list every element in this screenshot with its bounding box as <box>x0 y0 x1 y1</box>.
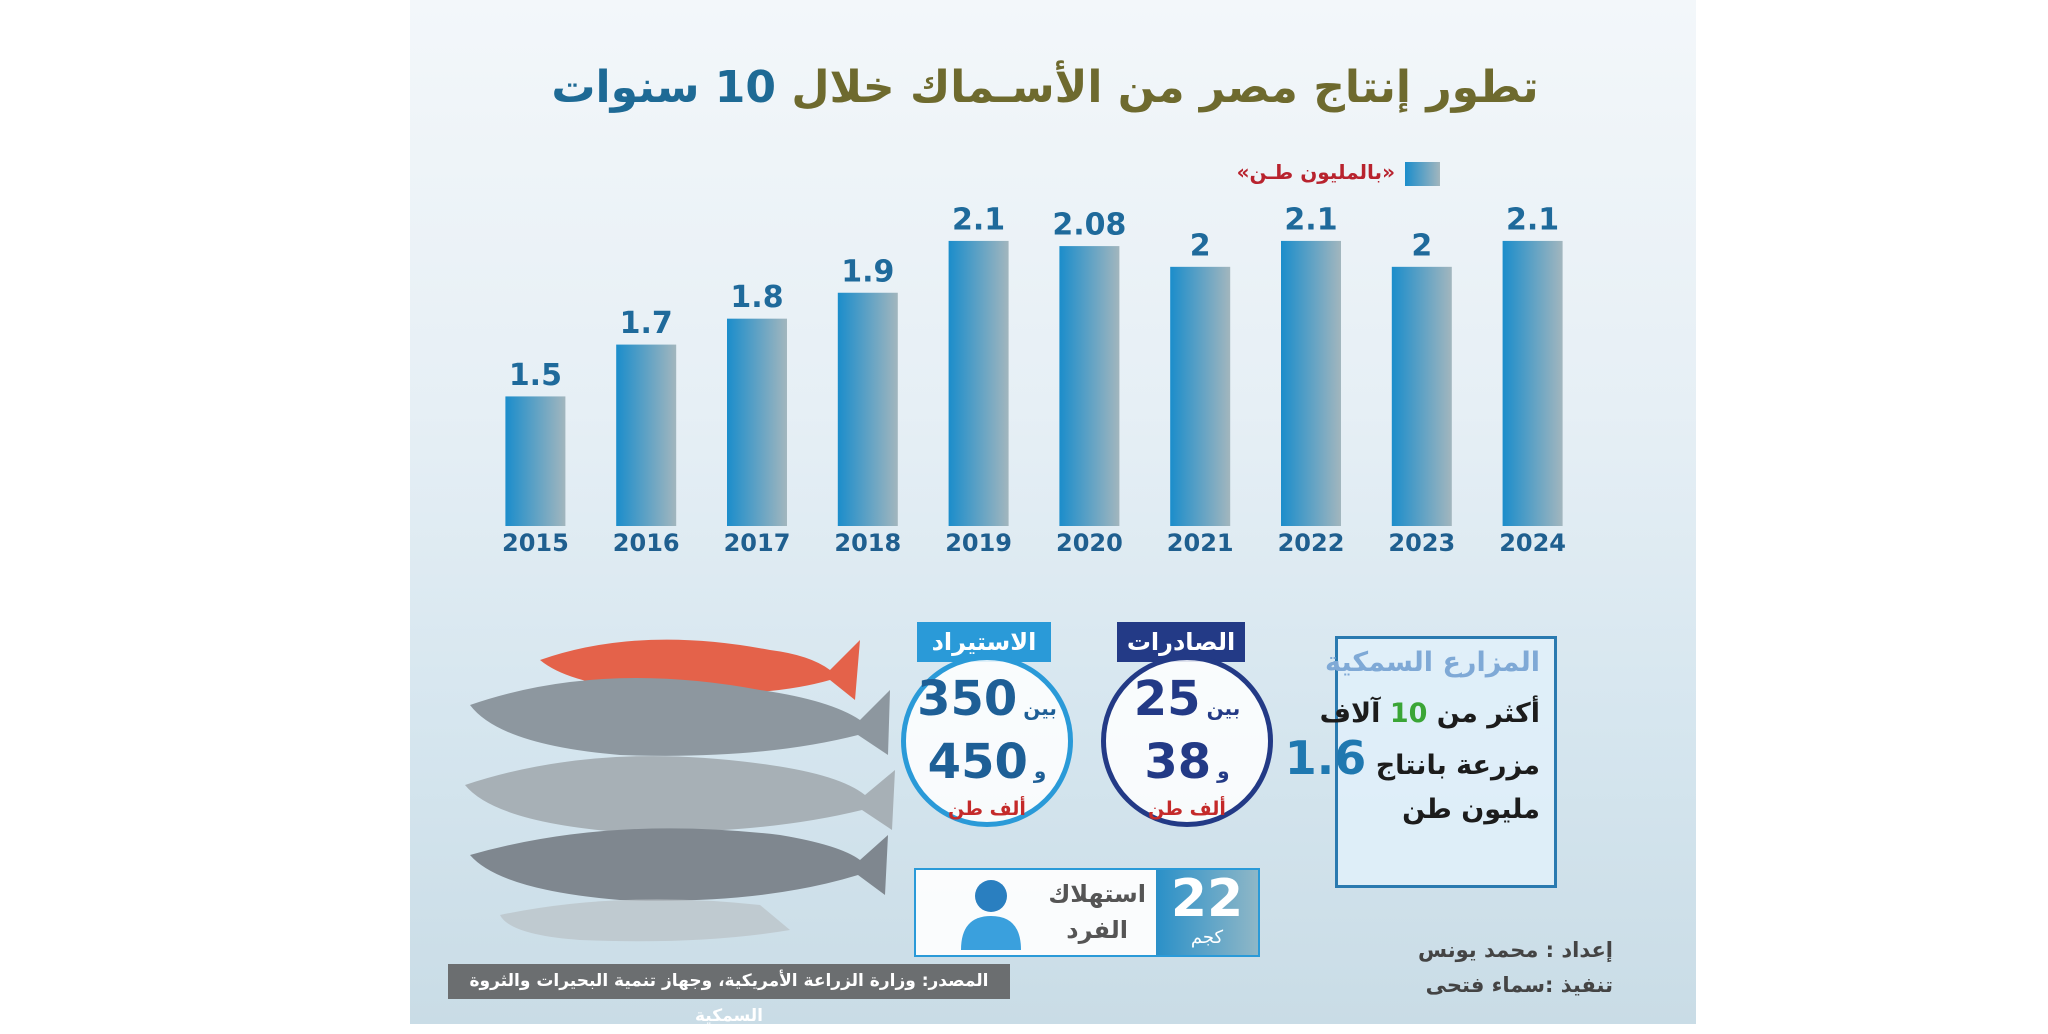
bar <box>1059 246 1120 526</box>
fish-illustration <box>465 639 895 942</box>
farms-line: أكثر من 10 آلاف <box>1320 692 1540 736</box>
person-icon <box>961 880 1021 950</box>
bar <box>837 292 898 526</box>
x-tick-label: 2018 <box>834 529 901 557</box>
imports-circle: بين350 و450 ألف طن <box>901 655 1073 827</box>
value-label: 2 <box>1190 228 1211 263</box>
consumption-label: استهلاك الفرد <box>1048 876 1146 948</box>
credit-prepared: إعداد : محمد يونس <box>1418 938 1613 962</box>
x-tick-label: 2023 <box>1388 529 1455 557</box>
bar <box>505 396 566 526</box>
text: بين <box>1206 696 1241 720</box>
value-label: 1.7 <box>620 306 673 341</box>
bar <box>616 344 677 526</box>
x-tick-label: 2015 <box>502 529 569 557</box>
farms-box: المزارع السمكية أكثر من 10 آلاف مزرعة با… <box>1285 636 1557 888</box>
legend-label: «بالمليون طـن» <box>1236 160 1395 184</box>
text: آلاف <box>1319 698 1381 729</box>
number: 10 <box>1389 698 1428 729</box>
number: 450 <box>927 734 1028 790</box>
text: بين <box>1023 696 1057 720</box>
title-highlight: 10 سنوات <box>551 62 777 113</box>
bar <box>1170 266 1231 526</box>
x-tick-label: 2020 <box>1056 529 1123 557</box>
value-label: 2 <box>1411 228 1432 263</box>
text: أكثر من <box>1436 698 1540 729</box>
number: 350 <box>917 671 1018 727</box>
unit: كجم <box>1190 927 1224 948</box>
farms-line: مليون طن <box>1402 794 1540 825</box>
number: 1.6 <box>1284 731 1367 785</box>
value-label: 1.9 <box>841 254 894 289</box>
number: 38 <box>1144 734 1212 790</box>
bar <box>1502 240 1563 526</box>
text: مزرعة بانتاج <box>1375 750 1540 781</box>
value-label: 1.5 <box>509 358 562 393</box>
unit: ألف طن <box>1148 798 1226 820</box>
text: استهلاك <box>1048 880 1146 908</box>
exports-circle: بين25 و38 ألف طن <box>1101 655 1273 827</box>
x-tick-label: 2017 <box>724 529 791 557</box>
x-tick-label: 2022 <box>1278 529 1345 557</box>
fish <box>470 678 890 756</box>
unit: ألف طن <box>948 798 1026 820</box>
text: و <box>1033 759 1047 783</box>
source: المصدر: وزارة الزراعة الأمريكية، وجهاز ت… <box>448 964 1010 1026</box>
bar <box>727 318 787 526</box>
x-tick-label: 2019 <box>945 529 1012 557</box>
farms-title: المزارع السمكية <box>1325 647 1540 678</box>
consumption-number: 22 كجم <box>1156 870 1258 955</box>
fish <box>465 756 895 833</box>
legend-swatch <box>1405 162 1440 186</box>
chart-title: تطور إنتاج مصر من الأسـماك خلال 10 سنوات <box>410 62 1680 113</box>
value-label: 1.8 <box>730 280 783 315</box>
title-part: تطور إنتاج مصر من الأسـماك خلال <box>791 62 1539 113</box>
bar <box>1391 266 1452 526</box>
value: 22 <box>1170 869 1244 929</box>
text: و <box>1217 759 1230 783</box>
value-label: 2.1 <box>1506 202 1559 237</box>
number: 25 <box>1133 671 1201 727</box>
fish-reflection <box>500 899 790 942</box>
x-tick-label: 2016 <box>613 529 680 557</box>
x-tick-label: 2021 <box>1167 529 1234 557</box>
value-label: 2.08 <box>1052 208 1126 243</box>
farms-line: مزرعة بانتاج 1.6 <box>1285 735 1540 788</box>
x-tick-label: 2024 <box>1499 529 1566 557</box>
text: الفرد <box>1066 916 1129 944</box>
fish <box>470 828 888 901</box>
value-label: 2.1 <box>952 202 1005 237</box>
credit-executed: تنفيذ :سماء فتحى <box>1425 973 1613 997</box>
bar <box>1281 240 1341 526</box>
row: و450 <box>906 735 1068 798</box>
value-label: 2.1 <box>1284 202 1337 237</box>
bar <box>948 240 1009 526</box>
row: بين25 <box>1106 672 1268 735</box>
row: و38 <box>1106 735 1268 798</box>
consumption-box: 22 كجم استهلاك الفرد <box>914 868 1260 957</box>
row: بين350 <box>906 672 1068 735</box>
